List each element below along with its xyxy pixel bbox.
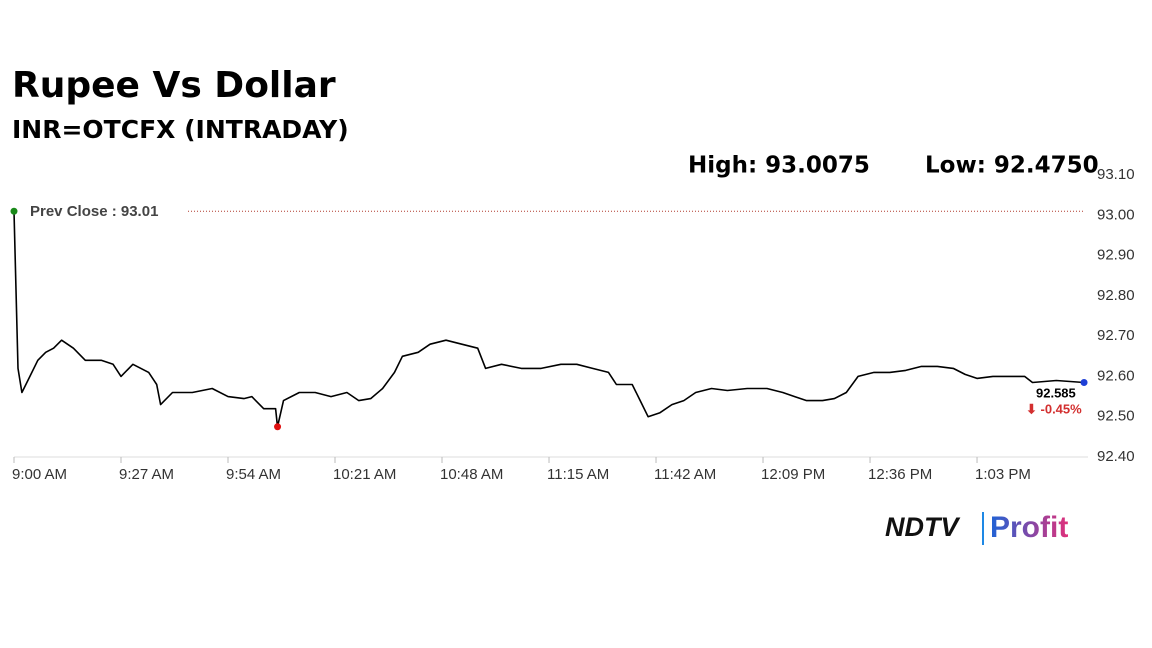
y-tick-label: 92.50 <box>1097 408 1135 425</box>
x-tick-label: 10:48 AM <box>440 466 503 483</box>
y-tick-label: 92.70 <box>1097 327 1135 344</box>
y-tick-label: 93.10 <box>1097 166 1135 183</box>
x-tick-label: 12:09 PM <box>761 466 825 483</box>
chart-subtitle: INR=OTCFX (INTRADAY) <box>12 115 349 144</box>
brand: NDTV <box>885 512 960 542</box>
x-tick-label: 9:27 AM <box>119 466 174 483</box>
change-label: ⬇ -0.45% <box>1026 401 1082 416</box>
x-tick-label: 12:36 PM <box>868 466 932 483</box>
end-marker <box>1080 378 1088 386</box>
x-tick-label: 11:15 AM <box>547 466 609 483</box>
x-tick-label: 9:54 AM <box>226 466 281 483</box>
last-label: 92.585 <box>1036 385 1076 400</box>
high-label: High: 93.0075 <box>688 153 870 179</box>
low-label: Low: 92.4750 <box>925 153 1099 179</box>
y-tick-label: 92.60 <box>1097 367 1135 384</box>
y-tick-label: 92.40 <box>1097 448 1135 465</box>
start-marker <box>10 207 18 215</box>
y-tick-label: 92.90 <box>1097 247 1135 264</box>
brand-sub: Profit <box>990 511 1068 544</box>
prev-close-label: Prev Close : 93.01 <box>30 203 158 220</box>
x-tick-label: 1:03 PM <box>975 466 1031 483</box>
x-tick-label: 11:42 AM <box>654 466 716 483</box>
low-marker <box>274 423 282 431</box>
chart-title: Rupee Vs Dollar <box>12 65 336 106</box>
x-tick-label: 9:00 AM <box>12 466 67 483</box>
x-tick-label: 10:21 AM <box>333 466 396 483</box>
price-line <box>13 211 1085 428</box>
y-tick-label: 93.00 <box>1097 206 1135 223</box>
y-tick-label: 92.80 <box>1097 287 1135 304</box>
